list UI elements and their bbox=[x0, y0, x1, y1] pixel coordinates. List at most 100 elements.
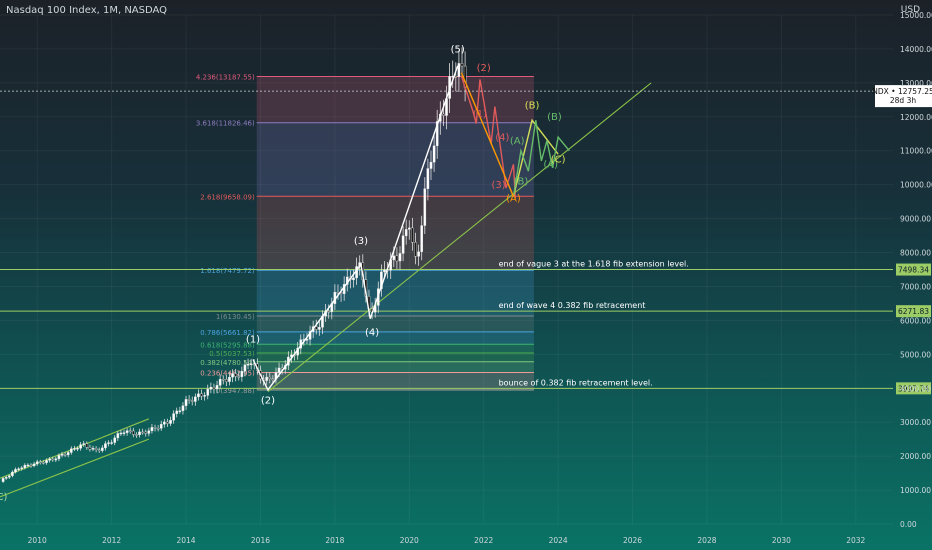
candle-body bbox=[175, 410, 179, 414]
candle-body bbox=[404, 229, 408, 237]
candle-body bbox=[125, 430, 129, 433]
y-tick-label: 10000.00 bbox=[900, 181, 932, 190]
y-tick-label: 14000.00 bbox=[900, 45, 932, 54]
fib-zone bbox=[256, 76, 534, 123]
candle-body bbox=[234, 373, 237, 377]
candle-body bbox=[190, 400, 194, 402]
x-tick-label: 2022 bbox=[474, 536, 493, 545]
fib-level-label: 0.236(4462.95) bbox=[200, 370, 255, 378]
candle-body bbox=[268, 376, 272, 379]
fib-zone bbox=[256, 331, 534, 345]
candle-body bbox=[305, 339, 309, 341]
candle-body bbox=[144, 431, 148, 434]
price-tag-bg bbox=[896, 382, 931, 395]
candle-body bbox=[411, 227, 414, 243]
wave-projection-path bbox=[512, 118, 559, 197]
candle-body bbox=[4, 477, 8, 479]
candle-body bbox=[178, 410, 182, 412]
candle-body bbox=[200, 393, 203, 397]
candle-body bbox=[240, 370, 244, 377]
candle-body bbox=[237, 376, 241, 378]
wave-label: (B) bbox=[547, 112, 562, 123]
candle-body bbox=[442, 113, 445, 116]
y-tick-label: 8000.00 bbox=[900, 249, 931, 258]
candle-body bbox=[429, 161, 433, 169]
candle-body bbox=[119, 432, 123, 435]
wave-label: (5) bbox=[451, 44, 465, 55]
price-tag: 3997.74 bbox=[896, 382, 931, 395]
symbol-title[interactable]: Nasdaq 100 Index, 1M, NASDAQ bbox=[6, 5, 168, 16]
fib-level-label: 4.236(13187.55) bbox=[196, 74, 255, 82]
candle-body bbox=[104, 443, 107, 449]
candle-body bbox=[132, 430, 135, 435]
x-tick-label: 2028 bbox=[697, 536, 716, 545]
y-tick-label: 5000.00 bbox=[900, 350, 931, 359]
candle-body bbox=[271, 378, 275, 380]
fib-level-label: 1(6130.45) bbox=[216, 313, 255, 321]
price-tag-value: 6271.83 bbox=[898, 307, 929, 316]
trendline bbox=[0, 438, 150, 498]
candle-body bbox=[414, 242, 417, 257]
candle-body bbox=[398, 253, 402, 262]
x-tick-label: 2024 bbox=[549, 536, 568, 545]
price-tag: 7498.34 bbox=[896, 263, 931, 276]
wave-label: (A) bbox=[543, 160, 558, 171]
candle-body bbox=[101, 447, 104, 451]
candle-body bbox=[318, 327, 321, 330]
y-tick-label: 6000.00 bbox=[900, 316, 931, 325]
candle-body bbox=[1, 478, 5, 482]
candle-body bbox=[243, 364, 247, 372]
candle-body bbox=[23, 465, 27, 469]
currency-label: USD bbox=[900, 5, 920, 15]
fib-zone bbox=[256, 353, 534, 362]
level-annotation: end of wave 4 0.382 fib retracement bbox=[499, 301, 646, 310]
x-tick-label: 2012 bbox=[102, 536, 121, 545]
candle-body bbox=[70, 448, 73, 453]
candle-body bbox=[57, 455, 61, 459]
x-tick-label: 2010 bbox=[28, 536, 47, 545]
y-tick-label: 9000.00 bbox=[900, 215, 931, 224]
wave-label: (4) bbox=[495, 133, 509, 144]
wave-projection-path bbox=[460, 72, 515, 197]
y-tick-label: 11000.00 bbox=[900, 147, 932, 156]
candle-body bbox=[42, 462, 45, 464]
candle-body bbox=[141, 431, 144, 434]
candle-body bbox=[135, 434, 138, 436]
candle-body bbox=[246, 364, 250, 366]
candle-body bbox=[60, 454, 64, 456]
trendline bbox=[267, 82, 652, 393]
candle-body bbox=[48, 458, 51, 461]
wave-label: (2) bbox=[261, 396, 275, 407]
fib-extension-tool: 4.236(13187.55) 3.618(11826.46) 2.618(9658… bbox=[196, 74, 534, 395]
candle-body bbox=[460, 63, 464, 67]
wave-label: (4) bbox=[365, 328, 379, 339]
candle-body bbox=[380, 271, 383, 289]
candle-body bbox=[122, 432, 126, 434]
candle-body bbox=[184, 399, 188, 406]
wave-label: (1) bbox=[246, 334, 260, 345]
candle-body bbox=[187, 399, 191, 401]
wave-label: (C) bbox=[551, 155, 566, 166]
y-tick-label: 7000.00 bbox=[900, 282, 931, 291]
y-tick-label: 12000.00 bbox=[900, 113, 932, 122]
candle-body bbox=[194, 396, 197, 402]
wave-label: (A) bbox=[510, 136, 525, 147]
candle-body bbox=[401, 235, 405, 254]
y-tick-label: 13000.00 bbox=[900, 79, 932, 88]
candle-body bbox=[11, 471, 14, 476]
candle-body bbox=[14, 469, 17, 473]
candle-body bbox=[420, 225, 423, 252]
fib-zone bbox=[256, 270, 534, 316]
x-tick-label: 2018 bbox=[325, 536, 344, 545]
candle-body bbox=[277, 367, 281, 373]
fib-level-label: 0.382(4780.54) bbox=[200, 359, 255, 367]
fib-zone bbox=[256, 361, 534, 373]
x-tick-label: 2026 bbox=[623, 536, 642, 545]
candle-body bbox=[212, 387, 216, 390]
fib-level-label: 0.618(5295.88) bbox=[200, 341, 255, 349]
candle-body bbox=[432, 145, 436, 163]
candle-body bbox=[265, 376, 268, 381]
